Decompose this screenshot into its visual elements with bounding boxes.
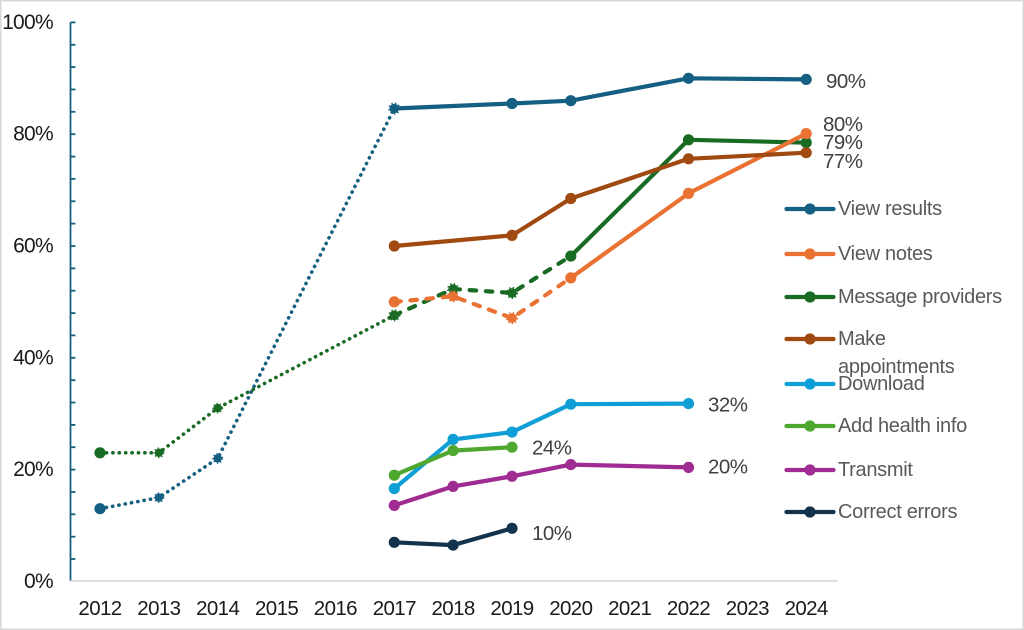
svg-text:2017: 2017 [373,597,416,620]
svg-text:10%: 10% [532,522,572,545]
svg-text:2022: 2022 [667,597,710,620]
svg-text:2024: 2024 [785,597,828,620]
svg-text:2021: 2021 [608,597,651,620]
svg-text:100%: 100% [2,11,53,34]
svg-text:Make: Make [838,328,886,350]
svg-text:40%: 40% [13,346,53,369]
svg-text:View results: View results [838,198,942,220]
svg-text:View notes: View notes [838,243,933,265]
svg-text:2018: 2018 [431,597,474,620]
svg-text:Add health info: Add health info [838,415,967,437]
svg-text:Download: Download [838,373,925,395]
svg-text:Transmit: Transmit [838,459,913,481]
svg-text:20%: 20% [13,458,53,481]
svg-text:20%: 20% [708,456,748,479]
svg-text:2019: 2019 [490,597,533,620]
svg-text:2016: 2016 [314,597,357,620]
svg-text:80%: 80% [823,113,863,136]
svg-text:appointments: appointments [838,356,955,378]
svg-text:90%: 90% [826,70,866,93]
svg-text:2015: 2015 [255,597,298,620]
svg-text:77%: 77% [823,150,863,173]
svg-text:60%: 60% [13,235,53,258]
svg-text:24%: 24% [532,437,572,460]
svg-text:2014: 2014 [196,597,239,620]
svg-text:2023: 2023 [726,597,769,620]
svg-text:Correct errors: Correct errors [838,501,957,523]
svg-text:0%: 0% [24,570,53,593]
svg-text:79%: 79% [823,131,863,154]
svg-text:2013: 2013 [137,597,180,620]
svg-text:Message providers: Message providers [838,286,1002,308]
svg-text:32%: 32% [708,394,748,417]
svg-text:80%: 80% [13,123,53,146]
svg-text:2020: 2020 [549,597,592,620]
svg-text:2012: 2012 [78,597,121,620]
